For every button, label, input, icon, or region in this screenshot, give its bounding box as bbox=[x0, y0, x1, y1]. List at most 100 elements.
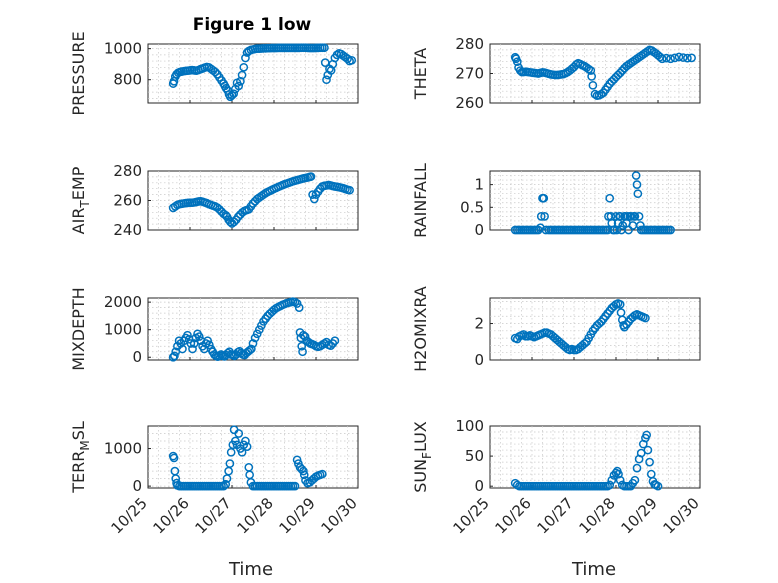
y-tick-label: 1000 bbox=[104, 40, 142, 58]
y-tick-label: 260 bbox=[113, 192, 142, 210]
data-point bbox=[254, 325, 264, 335]
data-point bbox=[250, 333, 260, 343]
data-point bbox=[678, 53, 688, 62]
data-point bbox=[631, 171, 641, 180]
data-point bbox=[645, 457, 654, 467]
data-point bbox=[615, 300, 625, 309]
data-point bbox=[666, 54, 675, 64]
data-point bbox=[584, 64, 594, 74]
data-point bbox=[634, 212, 644, 221]
axes-box bbox=[147, 297, 359, 361]
x-tick-label: 10/26 bbox=[150, 494, 193, 537]
data-point bbox=[234, 81, 244, 91]
data-point bbox=[188, 344, 197, 354]
y-tick-label: 800 bbox=[113, 71, 142, 89]
data-point bbox=[571, 60, 581, 70]
x-axis-label-left: Time bbox=[228, 559, 273, 580]
data-point bbox=[297, 341, 307, 351]
data-point bbox=[183, 330, 192, 340]
y-tick-label: 0 bbox=[474, 351, 484, 369]
y-axis-label: RAINFALL bbox=[411, 163, 430, 238]
y-axis-label: AIRTEMP bbox=[69, 166, 92, 234]
data-point bbox=[657, 54, 667, 64]
data-point bbox=[586, 66, 596, 75]
data-point bbox=[540, 212, 549, 221]
data-point bbox=[229, 89, 239, 99]
x-tick-label: 10/26 bbox=[492, 494, 535, 537]
subplot-pressure: 800 1000 PRESSURE bbox=[69, 31, 359, 116]
y-axis-label: MIXDEPTH bbox=[69, 287, 88, 370]
y-tick-label: 2 bbox=[474, 315, 484, 333]
data-point bbox=[241, 53, 250, 63]
data-point bbox=[536, 212, 546, 221]
y-tick-label: 280 bbox=[455, 35, 484, 53]
x-tick-label: 10/29 bbox=[618, 494, 661, 537]
y-tick-label: 280 bbox=[113, 162, 142, 180]
data-point bbox=[306, 172, 316, 181]
y-tick-label: 2000 bbox=[104, 293, 142, 311]
y-tick-label: 270 bbox=[455, 65, 484, 83]
y-axis-label: PRESSURE bbox=[69, 31, 88, 115]
data-point bbox=[580, 339, 589, 348]
data-point bbox=[587, 72, 596, 81]
data-point bbox=[237, 70, 247, 80]
data-point bbox=[322, 75, 331, 85]
data-point bbox=[239, 62, 249, 72]
data-point bbox=[347, 55, 357, 65]
data-point bbox=[298, 347, 307, 357]
data-point bbox=[666, 225, 675, 235]
data-point bbox=[630, 475, 640, 485]
data-point bbox=[588, 80, 598, 90]
y-tick-label: 0 bbox=[474, 477, 484, 495]
data-point bbox=[194, 332, 204, 341]
data-point bbox=[292, 299, 302, 308]
x-tick-label: 10/25 bbox=[450, 494, 493, 537]
data-point bbox=[614, 469, 623, 479]
data-point bbox=[642, 430, 652, 440]
data-point bbox=[299, 470, 309, 480]
subplot-mixdepth: 0 1000 2000 MIXDEPTH bbox=[69, 287, 359, 371]
data-point bbox=[309, 194, 319, 204]
y-tick-label: 50 bbox=[465, 447, 484, 465]
data-point bbox=[539, 193, 549, 203]
data-point bbox=[519, 330, 528, 339]
data-point bbox=[290, 481, 300, 491]
subplot-h2omixra: 0 2 H2OMIXRA bbox=[411, 286, 701, 372]
x-tick-label: 10/27 bbox=[192, 494, 235, 537]
data-point bbox=[674, 52, 684, 62]
data-point bbox=[252, 329, 262, 339]
data-point bbox=[294, 303, 304, 312]
data-point bbox=[630, 212, 640, 221]
y-tick-label: 0 bbox=[132, 348, 142, 366]
figure-title: Figure 1 low bbox=[193, 15, 312, 35]
y-tick-label: 0 bbox=[474, 221, 484, 239]
data-point bbox=[607, 475, 617, 485]
data-point bbox=[632, 463, 642, 473]
y-axis-label: TERRMSL bbox=[69, 421, 92, 494]
data-point bbox=[662, 53, 671, 63]
data-point bbox=[605, 480, 615, 490]
data-point bbox=[641, 313, 650, 323]
data-point bbox=[670, 53, 680, 63]
y-tick-label: 240 bbox=[113, 221, 142, 239]
y-tick-label: 1000 bbox=[104, 440, 142, 458]
data-point bbox=[536, 223, 545, 233]
y-axis-label: THETA bbox=[411, 48, 430, 100]
subplot-theta: 260 270 280 THETA bbox=[411, 35, 701, 112]
data-point bbox=[687, 53, 696, 63]
x-tick-label: 10/30 bbox=[318, 494, 361, 537]
data-point bbox=[248, 339, 258, 348]
y-tick-label: 1 bbox=[474, 176, 484, 194]
x-tick-label: 10/28 bbox=[234, 494, 277, 537]
data-point bbox=[203, 336, 212, 346]
y-tick-label: 100 bbox=[455, 417, 484, 435]
x-axis-label-right: Time bbox=[571, 559, 616, 580]
data-point bbox=[178, 344, 187, 354]
data-point bbox=[590, 89, 600, 99]
data-point bbox=[245, 346, 254, 355]
data-point bbox=[219, 481, 228, 491]
y-tick-label: 0 bbox=[132, 477, 142, 495]
